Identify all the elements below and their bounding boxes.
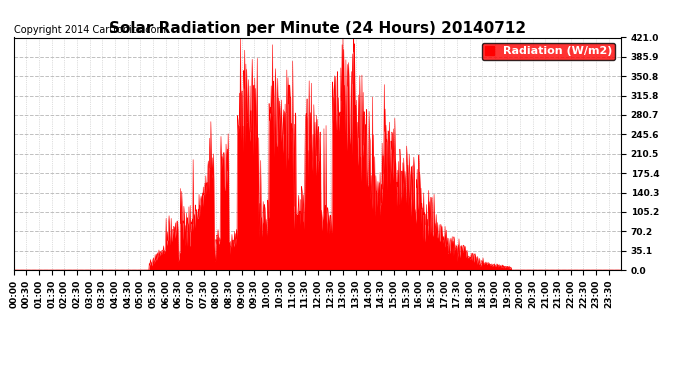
Text: Copyright 2014 Cartronics.com: Copyright 2014 Cartronics.com	[14, 25, 166, 35]
Legend: Radiation (W/m2): Radiation (W/m2)	[482, 43, 615, 60]
Title: Solar Radiation per Minute (24 Hours) 20140712: Solar Radiation per Minute (24 Hours) 20…	[109, 21, 526, 36]
